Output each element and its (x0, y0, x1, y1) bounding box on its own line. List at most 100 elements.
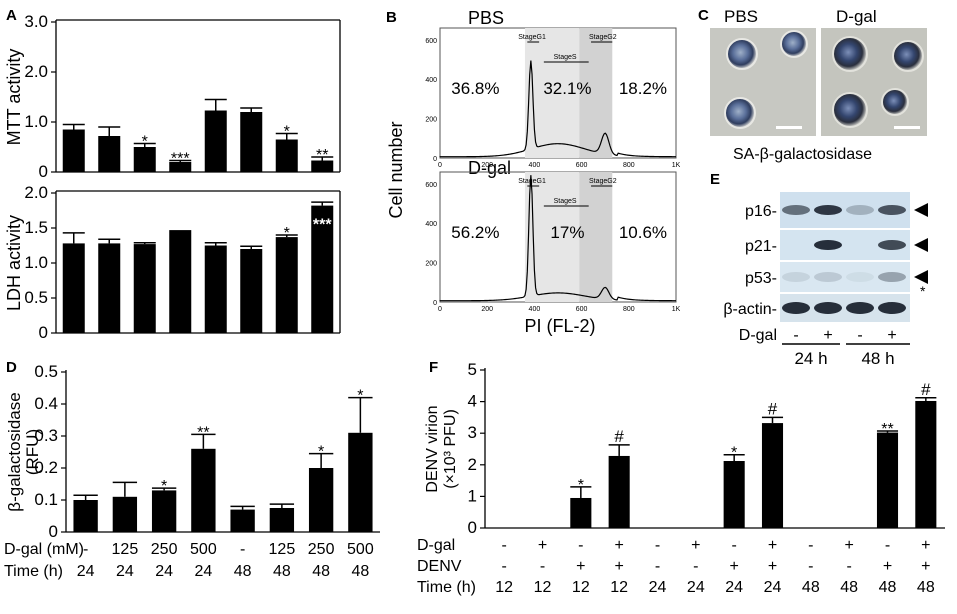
panel-label-a: A (6, 7, 17, 24)
panel-d: D 0 0.1 0.2 0.3 0.4 0.5 β-galactosidase (RFU) * *… (0, 350, 400, 614)
row-value: 12 (610, 579, 628, 596)
bar (348, 432, 373, 532)
significance-mark: # (614, 427, 624, 446)
row-value: + (614, 558, 623, 575)
arrowhead-icon (914, 203, 928, 217)
y-axis-label-units: (×10³ PFU) (442, 409, 459, 489)
histogram-plot: D-gal StageG1 StageS StageG2 56.2% 17% 10.6% 0 2… (425, 158, 680, 313)
bar (275, 139, 298, 172)
significance-mark: ** (316, 147, 328, 164)
row-value: 24 (764, 579, 782, 596)
micro-label-dgal: D-gal (836, 7, 877, 26)
row-value: 250 (151, 541, 178, 558)
row-value: 48 (312, 563, 330, 580)
row-value: 48 (273, 563, 291, 580)
percent-s: 32.1% (543, 79, 591, 98)
percent-g1: 36.8% (451, 79, 499, 98)
blot-band (878, 302, 906, 314)
y-tick-label: 5 (468, 360, 477, 379)
dgal-value: + (823, 327, 832, 344)
bar (570, 497, 592, 528)
cell-5 (892, 40, 924, 72)
row-value: 500 (347, 541, 374, 558)
gate-label: StageS (554, 54, 577, 61)
histogram-curve (439, 60, 677, 158)
y-axis-label: MTT activity (4, 49, 24, 146)
y-tick-label: 0 (49, 522, 58, 541)
row-value: - (808, 558, 813, 575)
row-value: 24 (155, 563, 173, 580)
bar (311, 205, 334, 333)
y-tick-label: 0.2 (34, 458, 58, 477)
x-tick-label: 800 (623, 306, 635, 313)
blot-band (878, 205, 906, 215)
row-label: DENV (417, 558, 462, 575)
blot-row-label: p21- (745, 238, 777, 255)
row-label: Time (h) (417, 579, 476, 596)
y-tick-label: 4 (468, 392, 477, 411)
y-tick-label: 0 (433, 156, 437, 163)
row-value: + (883, 558, 892, 575)
row-value: 48 (234, 563, 252, 580)
time-label-48: 48 h (861, 349, 894, 368)
row-value: 24 (725, 579, 743, 596)
y-axis-label: DENV virion (424, 405, 441, 492)
blot-band (814, 240, 842, 250)
bar (204, 110, 227, 172)
dgal-label: D-gal (739, 327, 777, 344)
row-value: 12 (495, 579, 513, 596)
row-value: 48 (840, 579, 858, 596)
bar (98, 136, 121, 172)
significance-mark: * (161, 478, 167, 495)
x-axis-label: PI (FL-2) (524, 316, 595, 336)
row-value: 24 (649, 579, 667, 596)
bar (204, 245, 227, 333)
x-tick-label: 600 (576, 306, 588, 313)
row-value: - (655, 558, 660, 575)
y-tick-label: 0.1 (34, 490, 58, 509)
y-tick-label: 0 (468, 518, 477, 537)
bar (761, 423, 784, 528)
scale-bar-pbs (776, 126, 802, 129)
beta-gal-chart: 00.10.20.30.40.5β-galactosidase (RFU)****… (4, 362, 380, 580)
blot-time-svg: 24 h 48 h (782, 343, 910, 368)
pbs-cells (724, 30, 808, 129)
blot-band (846, 272, 874, 282)
bar (191, 448, 216, 532)
panel-e: E p16- p21- p53- β-actin- * D-gal - + - + (690, 168, 957, 348)
row-value: - (885, 537, 890, 554)
histogram-curve (439, 175, 677, 302)
significance-mark: ** (197, 424, 209, 441)
panel-label-b: B (386, 9, 397, 26)
y-tick-label: 1 (468, 486, 477, 505)
panel-c: C PBS D-gal SA-β-galactosidase (690, 0, 957, 170)
bar (73, 500, 98, 532)
significance-mark: # (768, 399, 778, 418)
bar (269, 508, 295, 532)
row-value: 24 (687, 579, 705, 596)
cell-4 (832, 36, 868, 72)
dgal-cells (832, 36, 924, 129)
bar (608, 455, 630, 528)
row-value: - (540, 558, 545, 575)
panel-b-svg: B Cell number PI (FL-2) PBS StageG1 StageS St… (386, 8, 680, 336)
row-value: 24 (194, 563, 212, 580)
y-tick-label: 200 (425, 117, 437, 124)
y-tick-label: 1.0 (24, 253, 48, 272)
x-tick-label: 1K (672, 306, 680, 313)
percent-g2: 10.6% (619, 223, 667, 242)
row-value: + (768, 537, 777, 554)
blot-band (878, 240, 906, 250)
significance-mark: *** (313, 217, 332, 234)
bar (876, 432, 899, 528)
bar (308, 468, 334, 532)
significance-mark: *** (171, 151, 190, 168)
bar (723, 461, 745, 528)
row-value: - (655, 537, 660, 554)
panel-label-e: E (710, 171, 720, 188)
row-value: - (732, 537, 737, 554)
panel-e-svg: E p16-p21-p53-β-actin-*D-gal - + - + (710, 171, 928, 344)
